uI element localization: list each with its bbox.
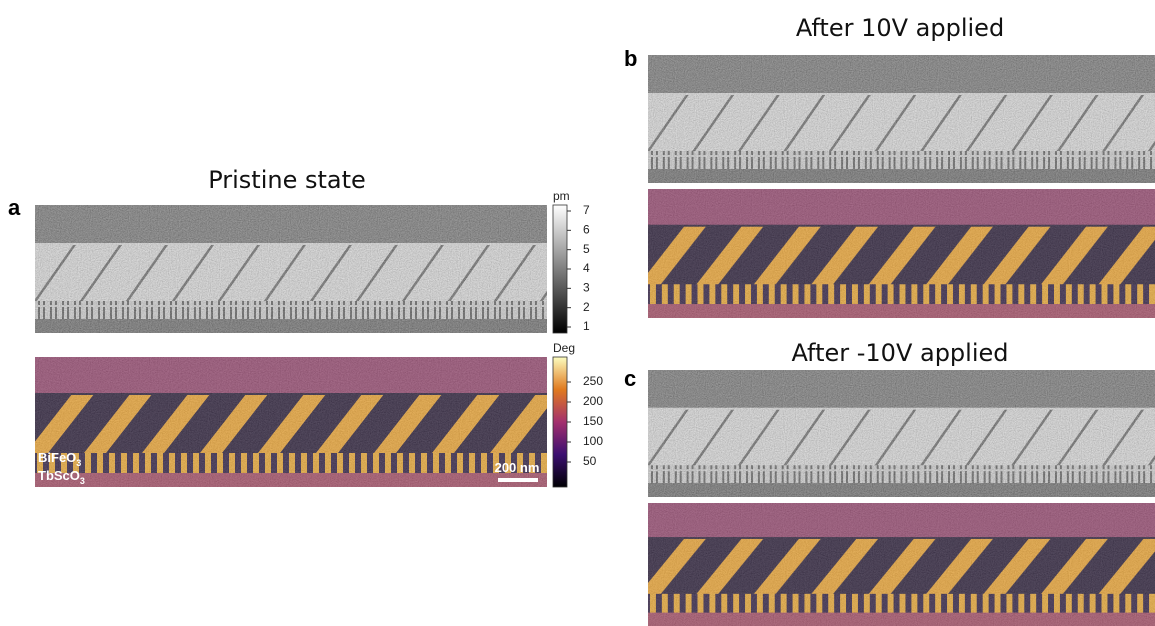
colorbar-tick-label: 4 [583, 261, 590, 275]
colorbar-ticks: 7 6 5 4 3 2 1 [567, 203, 590, 333]
panel-title: After -10V applied [791, 339, 1008, 367]
amplitude-image [648, 370, 1155, 497]
colorbar-tick-label: 150 [583, 414, 603, 428]
colorbar-tick-label: 200 [583, 394, 603, 408]
phase-image [648, 189, 1155, 318]
panel-letter: b [624, 46, 637, 71]
layer-label: BiFeO3 [38, 450, 81, 468]
colorbar-unit: Deg [553, 341, 575, 355]
phase-image [648, 503, 1155, 626]
amplitude-colorbar [552, 204, 568, 334]
amplitude-image [35, 205, 547, 333]
amplitude-image [648, 55, 1155, 183]
phase-image [35, 357, 547, 487]
colorbar-tick-label: 100 [583, 434, 603, 448]
colorbar-tick-label: 2 [583, 300, 590, 314]
colorbar-tick-label: 7 [583, 203, 590, 217]
phase-colorbar [552, 356, 568, 488]
colorbar-tick-label: 3 [583, 281, 590, 295]
colorbar-ticks: 250 200 150 100 50 [567, 374, 603, 468]
panel-letter: a [8, 195, 21, 220]
scale-bar-label: 200 nm [495, 460, 540, 475]
panel-letter: c [624, 366, 636, 391]
scale-bar [498, 478, 538, 482]
colorbar-unit: pm [553, 189, 570, 203]
panel-title: After 10V applied [796, 14, 1004, 42]
colorbar-tick-label: 50 [583, 454, 597, 468]
panel-title: Pristine state [208, 166, 366, 194]
colorbar-tick-label: 5 [583, 242, 590, 256]
layer-label: TbScO3 [38, 468, 85, 486]
colorbar-tick-label: 6 [583, 223, 590, 237]
colorbar-tick-label: 250 [583, 374, 603, 388]
colorbar-tick-label: 1 [583, 319, 590, 333]
